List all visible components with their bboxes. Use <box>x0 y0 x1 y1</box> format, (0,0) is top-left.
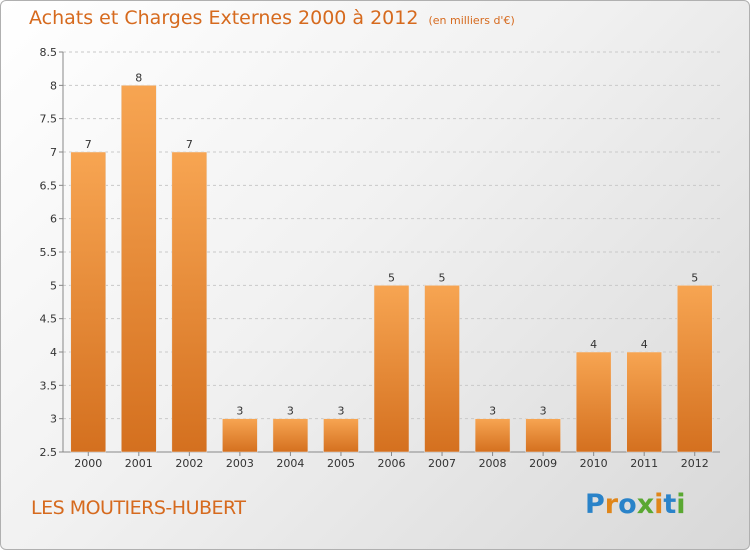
x-tick-label: 2004 <box>276 457 304 470</box>
y-tick-label: 8.5 <box>40 46 58 59</box>
x-tick-label: 2000 <box>74 457 102 470</box>
y-tick-label: 7.5 <box>40 113 58 126</box>
bar <box>626 351 662 453</box>
bar <box>171 151 208 453</box>
bar <box>222 418 258 453</box>
bar <box>424 285 460 453</box>
x-tick-label: 2006 <box>378 457 406 470</box>
chart-subtitle: (en milliers d'€) <box>428 14 515 27</box>
y-tick-label: 3.5 <box>40 379 58 392</box>
place-name: LES MOUTIERS-HUBERT <box>31 497 246 519</box>
logo-letter: i <box>676 489 686 520</box>
x-tick-label: 2001 <box>125 457 153 470</box>
data-label: 5 <box>691 271 698 284</box>
bar <box>323 418 359 453</box>
logo-letter: i <box>654 489 664 520</box>
bar <box>373 285 410 453</box>
data-label: 7 <box>85 138 92 151</box>
bar <box>474 418 511 453</box>
data-label: 3 <box>236 405 243 418</box>
x-tick-label: 2003 <box>226 457 254 470</box>
bar <box>575 351 612 453</box>
data-label: 8 <box>135 71 142 84</box>
data-label: 7 <box>186 138 193 151</box>
y-tick-label: 6 <box>50 213 57 226</box>
chart-title: Achats et Charges Externes 2000 à 2012 <box>29 7 419 29</box>
data-label: 4 <box>590 338 597 351</box>
y-tick-label: 4.5 <box>40 313 58 326</box>
x-tick-label: 2011 <box>630 457 658 470</box>
x-tick-label: 2012 <box>681 457 709 470</box>
y-tick-label: 6.5 <box>40 179 58 192</box>
data-label: 3 <box>489 405 496 418</box>
x-tick-label: 2009 <box>529 457 557 470</box>
x-tick-label: 2002 <box>175 457 203 470</box>
x-tick-label: 2010 <box>580 457 608 470</box>
y-tick-label: 8 <box>50 79 57 92</box>
x-tick-label: 2005 <box>327 457 355 470</box>
bar <box>121 85 157 453</box>
logo-letter: t <box>663 489 677 520</box>
data-label: 5 <box>388 271 395 284</box>
bar <box>272 418 309 453</box>
y-tick-label: 3 <box>50 413 57 426</box>
logo-letter: x <box>636 489 655 520</box>
data-label: 3 <box>540 405 547 418</box>
data-label: 3 <box>287 405 294 418</box>
bar <box>70 151 107 453</box>
bar <box>525 418 561 453</box>
y-tick-label: 2.5 <box>40 446 58 459</box>
x-tick-label: 2007 <box>428 457 456 470</box>
logo-letter: o <box>618 489 637 520</box>
data-label: 3 <box>337 405 344 418</box>
x-tick-label: 2008 <box>479 457 507 470</box>
y-tick-label: 5.5 <box>40 246 58 259</box>
bar <box>676 285 713 453</box>
logo-letter: r <box>604 489 619 520</box>
logo-letter: P <box>585 489 605 520</box>
y-tick-label: 5 <box>50 279 57 292</box>
data-label: 5 <box>439 271 446 284</box>
y-tick-label: 4 <box>50 346 57 359</box>
y-tick-label: 7 <box>50 146 57 159</box>
chart-title-block: Achats et Charges Externes 2000 à 2012 (e… <box>29 7 515 29</box>
proxiti-logo[interactable]: Proxiti <box>585 489 686 520</box>
data-label: 4 <box>641 338 648 351</box>
